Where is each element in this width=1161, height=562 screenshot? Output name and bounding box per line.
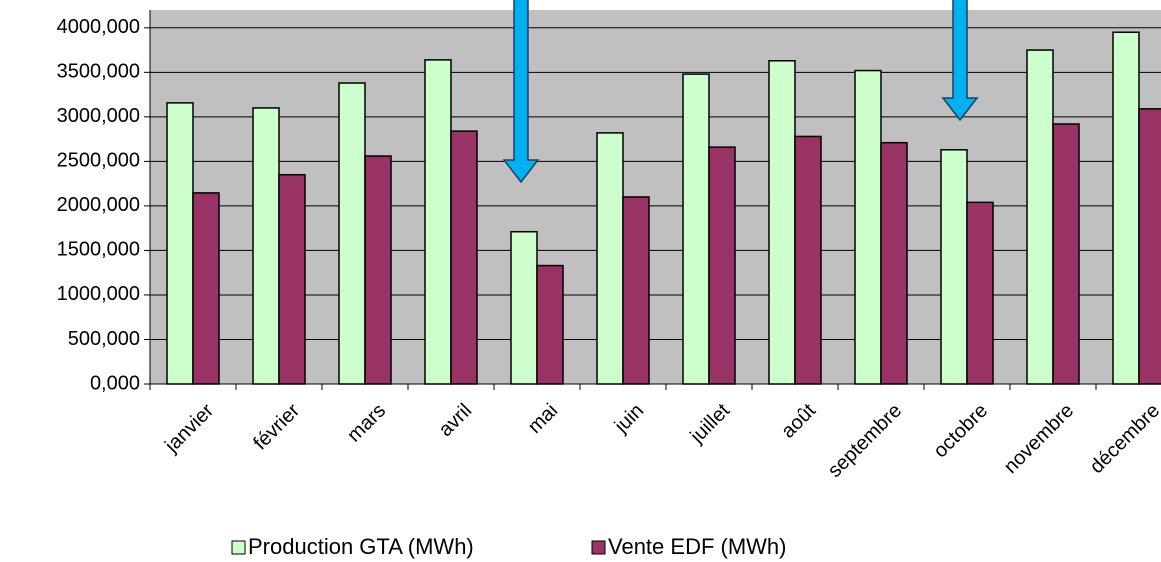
arrow <box>502 0 540 184</box>
x-tick-label: janvier <box>160 399 218 457</box>
bar <box>794 135 822 385</box>
x-tick-label: août <box>777 399 820 442</box>
bar <box>166 102 194 385</box>
x-tick-label: décembre <box>1086 400 1161 478</box>
y-tick-label: 3000,000 <box>57 105 140 127</box>
y-tick-label: 500,000 <box>68 328 140 350</box>
y-tick-label: 3500,000 <box>57 61 140 83</box>
bar <box>768 60 796 385</box>
bar <box>424 59 452 385</box>
bar <box>510 230 538 385</box>
bar <box>622 196 650 385</box>
x-tick-label: octobre <box>929 400 992 463</box>
bar <box>682 73 710 385</box>
legend-label: Production GTA (MWh) <box>248 534 474 559</box>
x-tick-label: novembre <box>1000 400 1078 478</box>
y-tick-label: 2500,000 <box>57 150 140 172</box>
bar <box>338 82 366 385</box>
bar <box>450 130 478 385</box>
bar <box>1052 123 1080 385</box>
x-tick-label: juillet <box>686 399 735 448</box>
bar <box>1026 49 1054 385</box>
bar <box>536 264 564 385</box>
y-tick-label: 0,000 <box>90 372 140 394</box>
bar <box>708 146 736 385</box>
y-tick-label: 4000,000 <box>57 16 140 38</box>
x-tick-label: juin <box>610 400 648 438</box>
y-tick-label: 2000,000 <box>57 194 140 216</box>
legend-swatch <box>231 540 246 555</box>
y-tick-label: 1500,000 <box>57 239 140 261</box>
bar <box>854 69 882 385</box>
bar <box>940 149 968 385</box>
bar <box>364 155 392 385</box>
arrow <box>941 0 979 122</box>
legend-swatch <box>591 540 606 555</box>
y-tick-label: 1000,000 <box>57 283 140 305</box>
x-tick-label: mars <box>343 400 390 447</box>
bar <box>192 192 220 385</box>
legend-label: Vente EDF (MWh) <box>608 534 786 559</box>
x-tick-label: mai <box>524 400 562 438</box>
bar <box>880 141 908 385</box>
x-tick-label: avril <box>435 400 476 441</box>
bar <box>966 201 994 385</box>
bar <box>1138 108 1161 385</box>
x-tick-label: février <box>249 399 304 454</box>
bar <box>596 132 624 385</box>
bar <box>1112 31 1140 385</box>
x-tick-label: septembre <box>824 400 906 482</box>
bar <box>252 107 280 385</box>
bar <box>278 173 306 385</box>
